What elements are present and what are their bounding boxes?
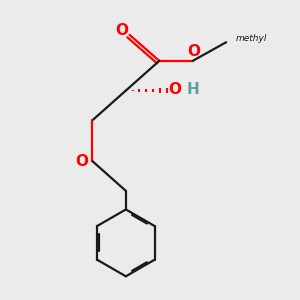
Text: methyl: methyl xyxy=(236,34,267,43)
Text: O: O xyxy=(76,154,88,169)
Text: O: O xyxy=(187,44,200,59)
Text: O: O xyxy=(168,82,182,97)
Text: O: O xyxy=(115,23,128,38)
Text: H: H xyxy=(186,82,199,97)
